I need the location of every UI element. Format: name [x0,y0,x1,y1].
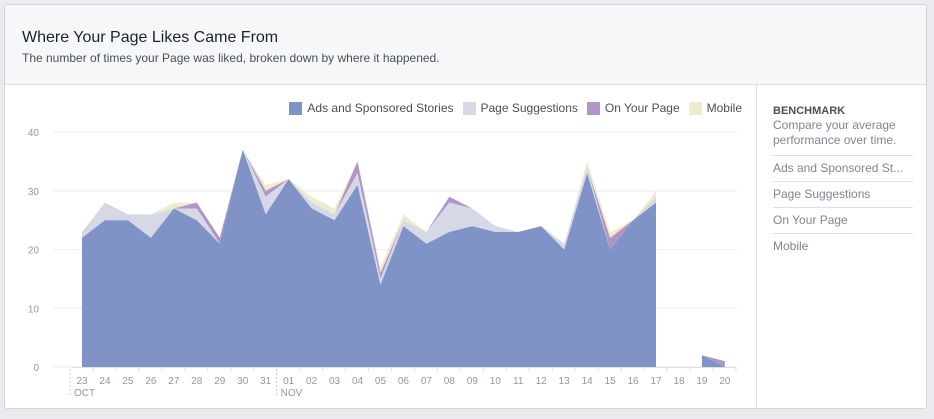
y-tick-label: 40 [28,128,40,139]
legend-swatch [462,101,476,115]
x-tick-label: 20 [719,376,731,387]
x-tick-label: 28 [191,376,203,387]
benchmark-title: BENCHMARK [773,105,846,117]
y-tick-label: 30 [28,187,40,198]
area-on-your-page [701,355,725,367]
legend-label: Mobile [706,101,742,115]
x-tick-label: 17 [650,376,662,387]
x-tick-label: 18 [673,376,685,387]
legend-item-on-your-page[interactable]: On Your Page [586,101,680,115]
stacked-area-chart: Ads and Sponsored Stories Page Suggestio… [5,85,756,410]
legend-swatch [688,101,702,115]
x-tick-label: 04 [352,376,364,387]
area-ads-and-sponsored-stories [82,149,656,367]
benchmark-item-mobile[interactable]: Mobile [773,233,913,259]
benchmark-item-ads[interactable]: Ads and Sponsored St... [773,155,913,181]
x-tick-label: 27 [168,376,180,387]
area-page-suggestions [82,149,656,285]
x-tick-label: 31 [260,376,272,387]
x-tick-label: 30 [237,376,249,387]
y-tick-label: 20 [28,246,40,257]
month-label: OCT [74,388,95,399]
y-tick-label: 0 [33,363,39,374]
x-tick-label: 25 [122,376,134,387]
x-tick-label: 11 [513,376,524,387]
benchmark-item-page-suggestions[interactable]: Page Suggestions [773,181,913,207]
benchmark-description: Compare your average performance over ti… [773,118,897,147]
area-ads-and-sponsored-stories [701,355,725,367]
x-tick-label: 16 [627,376,639,387]
benchmark-item-on-your-page[interactable]: On Your Page [773,207,913,233]
benchmark-panel: BENCHMARK Compare your average performan… [756,85,926,408]
month-label: NOV [281,388,303,399]
x-tick-label: 02 [306,376,318,387]
x-tick-label: 08 [444,376,456,387]
x-tick-label: 14 [582,376,594,387]
x-tick-label: 24 [99,376,111,387]
legend-swatch [586,101,600,115]
x-tick-label: 01 [283,376,295,387]
likes-source-card: Where Your Page Likes Came From The numb… [4,4,927,409]
legend-swatch [289,101,303,115]
legend-item-page-suggestions[interactable]: Page Suggestions [462,101,578,115]
benchmark-list: Ads and Sponsored St... Page Suggestions… [773,155,913,259]
legend-label: On Your Page [604,101,680,115]
x-tick-label: 13 [559,376,571,387]
x-tick-label: 12 [536,376,548,387]
y-tick-label: 10 [28,304,40,315]
x-tick-label: 05 [375,376,387,387]
x-tick-label: 23 [76,376,88,387]
legend-label: Ads and Sponsored Stories [307,101,454,115]
legend-label: Page Suggestions [480,101,578,115]
x-tick-label: 06 [398,376,410,387]
page-title: Where Your Page Likes Came From [22,29,279,46]
chart-legend: Ads and Sponsored Stories Page Suggestio… [289,101,742,115]
x-tick-label: 19 [696,376,708,387]
card-header: Where Your Page Likes Came From The numb… [5,5,926,85]
x-tick-label: 09 [467,376,479,387]
legend-item-mobile[interactable]: Mobile [688,101,742,115]
x-tick-label: 15 [605,376,617,387]
legend-item-ads[interactable]: Ads and Sponsored Stories [289,101,454,115]
x-tick-label: 10 [490,376,502,387]
x-tick-label: 03 [329,376,341,387]
x-tick-label: 29 [214,376,226,387]
x-tick-label: 07 [421,376,433,387]
page-subtitle: The number of times your Page was liked,… [22,51,440,65]
x-tick-label: 26 [145,376,157,387]
chart-plot-area[interactable]: 0 10 20 30 40 23 24 25 26 27 28 29 30 31 01 02 03 04 05 06 0… [5,85,756,410]
